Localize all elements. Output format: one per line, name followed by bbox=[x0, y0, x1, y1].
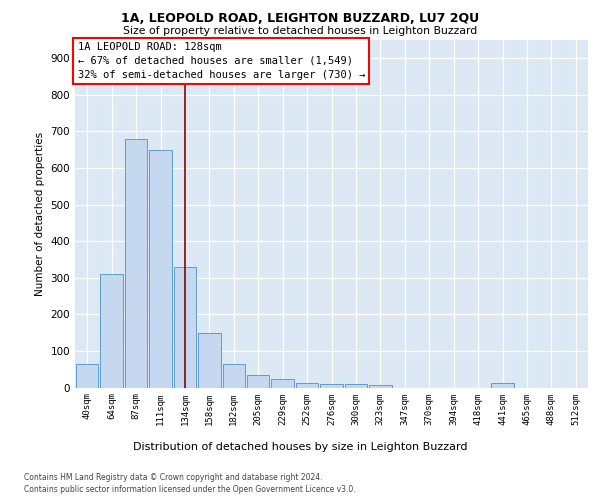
Y-axis label: Number of detached properties: Number of detached properties bbox=[35, 132, 45, 296]
Bar bbox=[296, 383, 319, 388]
Text: 1A LEOPOLD ROAD: 128sqm
← 67% of detached houses are smaller (1,549)
32% of semi: 1A LEOPOLD ROAD: 128sqm ← 67% of detache… bbox=[77, 42, 365, 80]
Text: Distribution of detached houses by size in Leighton Buzzard: Distribution of detached houses by size … bbox=[133, 442, 467, 452]
Bar bbox=[247, 374, 269, 388]
Bar bbox=[344, 384, 367, 388]
Bar bbox=[271, 380, 294, 388]
Text: Contains HM Land Registry data © Crown copyright and database right 2024.: Contains HM Land Registry data © Crown c… bbox=[24, 472, 323, 482]
Text: Size of property relative to detached houses in Leighton Buzzard: Size of property relative to detached ho… bbox=[123, 26, 477, 36]
Bar bbox=[198, 332, 221, 388]
Bar bbox=[76, 364, 98, 388]
Bar bbox=[369, 384, 392, 388]
Bar bbox=[149, 150, 172, 388]
Bar bbox=[320, 384, 343, 388]
Bar bbox=[173, 267, 196, 388]
Bar bbox=[100, 274, 123, 388]
Text: Contains public sector information licensed under the Open Government Licence v3: Contains public sector information licen… bbox=[24, 485, 356, 494]
Bar bbox=[223, 364, 245, 388]
Bar bbox=[125, 139, 148, 388]
Bar bbox=[491, 383, 514, 388]
Text: 1A, LEOPOLD ROAD, LEIGHTON BUZZARD, LU7 2QU: 1A, LEOPOLD ROAD, LEIGHTON BUZZARD, LU7 … bbox=[121, 12, 479, 25]
